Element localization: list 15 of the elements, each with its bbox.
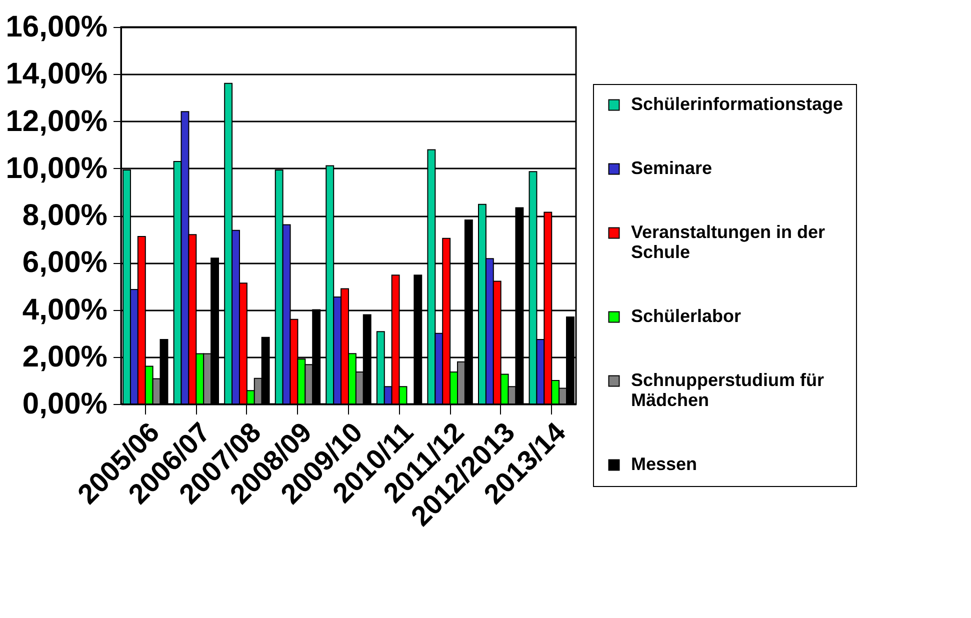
legend-label: Schnupperstudium für Mädchen <box>631 370 824 410</box>
y-tick-label: 16,00% <box>6 10 108 44</box>
legend-label: Schülerlabor <box>631 306 742 326</box>
y-tick-label: 14,00% <box>6 58 108 91</box>
y-tick-label: 0,00% <box>22 388 108 420</box>
y-tick-label: 2,00% <box>22 340 108 374</box>
legend-label: Seminare <box>631 158 712 178</box>
y-tick-label: 4,00% <box>22 293 108 326</box>
legend-label: Messen <box>631 454 698 474</box>
legend-label: Veranstaltungen in der Schule <box>631 222 826 262</box>
y-tick-label: 6,00% <box>22 246 108 280</box>
y-tick-label: 8,00% <box>22 199 108 232</box>
legend-label: Schülerinformationstage <box>631 94 844 114</box>
y-tick-label: 10,00% <box>6 152 108 185</box>
y-tick-label: 12,00% <box>6 104 108 138</box>
